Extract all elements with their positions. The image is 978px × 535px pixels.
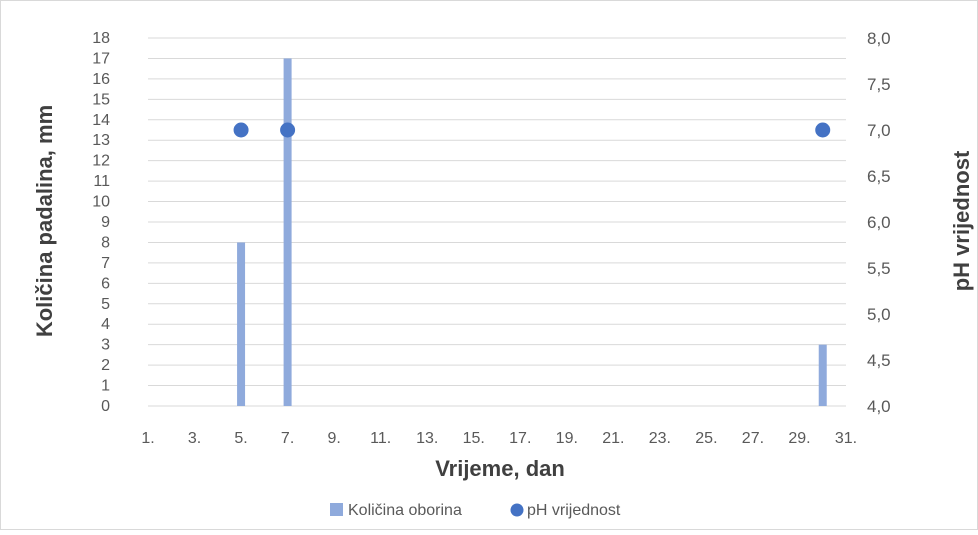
ph-point-0 <box>233 122 249 138</box>
y-tick-label-1: 1 <box>101 378 110 395</box>
x-tick-label-11: 23. <box>649 430 671 447</box>
x-axis-title: Vrijeme, dan <box>435 456 565 481</box>
legend-label-ph-vrijednost: pH vrijednost <box>527 502 621 519</box>
y-tick-label-18: 18 <box>92 30 110 47</box>
legend-swatch-kolicina-oborina <box>330 503 343 516</box>
bar-series <box>237 58 827 406</box>
x-tick-label-1: 3. <box>188 430 201 447</box>
grid-lines <box>148 37 846 407</box>
y2-tick-label-0: 4,0 <box>867 397 891 416</box>
x-tick-label-7: 15. <box>463 430 485 447</box>
y2-tick-label-2: 5,0 <box>867 305 891 324</box>
y-tick-label-11: 11 <box>93 173 110 190</box>
x-axis-ticks: 1. 3. 5. 7. 9. 11. 13. 15. 17. 19. 21. 23. 25. 27. 29.… <box>141 430 857 447</box>
y-tick-label-12: 12 <box>92 153 110 170</box>
bar-0 <box>237 242 246 406</box>
x-tick-label-9: 19. <box>556 430 578 447</box>
y-tick-label-9: 9 <box>101 214 110 231</box>
x-tick-label-14: 29. <box>788 430 810 447</box>
x-tick-label-13: 27. <box>742 430 764 447</box>
x-tick-label-2: 5. <box>234 430 247 447</box>
bar-1 <box>283 58 292 406</box>
legend-marker-ph-vrijednost <box>510 503 524 517</box>
y-tick-label-13: 13 <box>92 132 110 149</box>
bar-2 <box>818 344 827 406</box>
y-tick-label-15: 15 <box>92 91 110 108</box>
y-tick-label-17: 17 <box>92 50 110 67</box>
y2-axis-title: pH vrijednost <box>949 150 974 291</box>
x-tick-label-12: 25. <box>695 430 717 447</box>
y2-tick-label-1: 4,5 <box>867 351 891 370</box>
scatter-series <box>233 122 831 138</box>
x-tick-label-10: 21. <box>602 430 624 447</box>
y-tick-label-10: 10 <box>92 194 110 211</box>
y-tick-label-4: 4 <box>101 316 110 333</box>
ph-point-2 <box>815 122 831 138</box>
ph-point-1 <box>280 122 296 138</box>
x-tick-label-4: 9. <box>327 430 340 447</box>
y2-tick-label-4: 6,0 <box>867 213 891 232</box>
y-tick-label-8: 8 <box>101 234 110 251</box>
x-tick-label-15: 31. <box>835 430 857 447</box>
y2-tick-label-8: 8,0 <box>867 29 891 48</box>
legend: Količina oborina pH vrijednost <box>330 502 621 519</box>
legend-label-kolicina-oborina: Količina oborina <box>348 502 462 519</box>
y2-tick-label-7: 7,5 <box>867 75 891 94</box>
y-tick-label-14: 14 <box>92 112 110 129</box>
y-tick-label-7: 7 <box>101 255 110 272</box>
y-tick-label-2: 2 <box>101 357 110 374</box>
y-tick-label-3: 3 <box>101 337 110 354</box>
y-tick-label-6: 6 <box>101 275 110 292</box>
y-tick-label-0: 0 <box>101 398 110 415</box>
y2-tick-label-3: 5,5 <box>867 259 891 278</box>
x-tick-label-6: 13. <box>416 430 438 447</box>
y-tick-label-5: 5 <box>101 296 110 313</box>
x-tick-label-8: 17. <box>509 430 531 447</box>
x-tick-label-3: 7. <box>281 430 294 447</box>
right-axis-ticks: 4,0 4,5 5,0 5,5 6,0 6,5 7,0 7,5 8,0 <box>867 29 891 416</box>
y2-tick-label-5: 6,5 <box>867 167 891 186</box>
x-tick-label-5: 11. <box>370 430 391 447</box>
y-tick-label-16: 16 <box>92 71 110 88</box>
x-tick-label-0: 1. <box>141 430 154 447</box>
y-axis-title: Količina padalina, mm <box>32 105 57 337</box>
y2-tick-label-6: 7,0 <box>867 121 891 140</box>
